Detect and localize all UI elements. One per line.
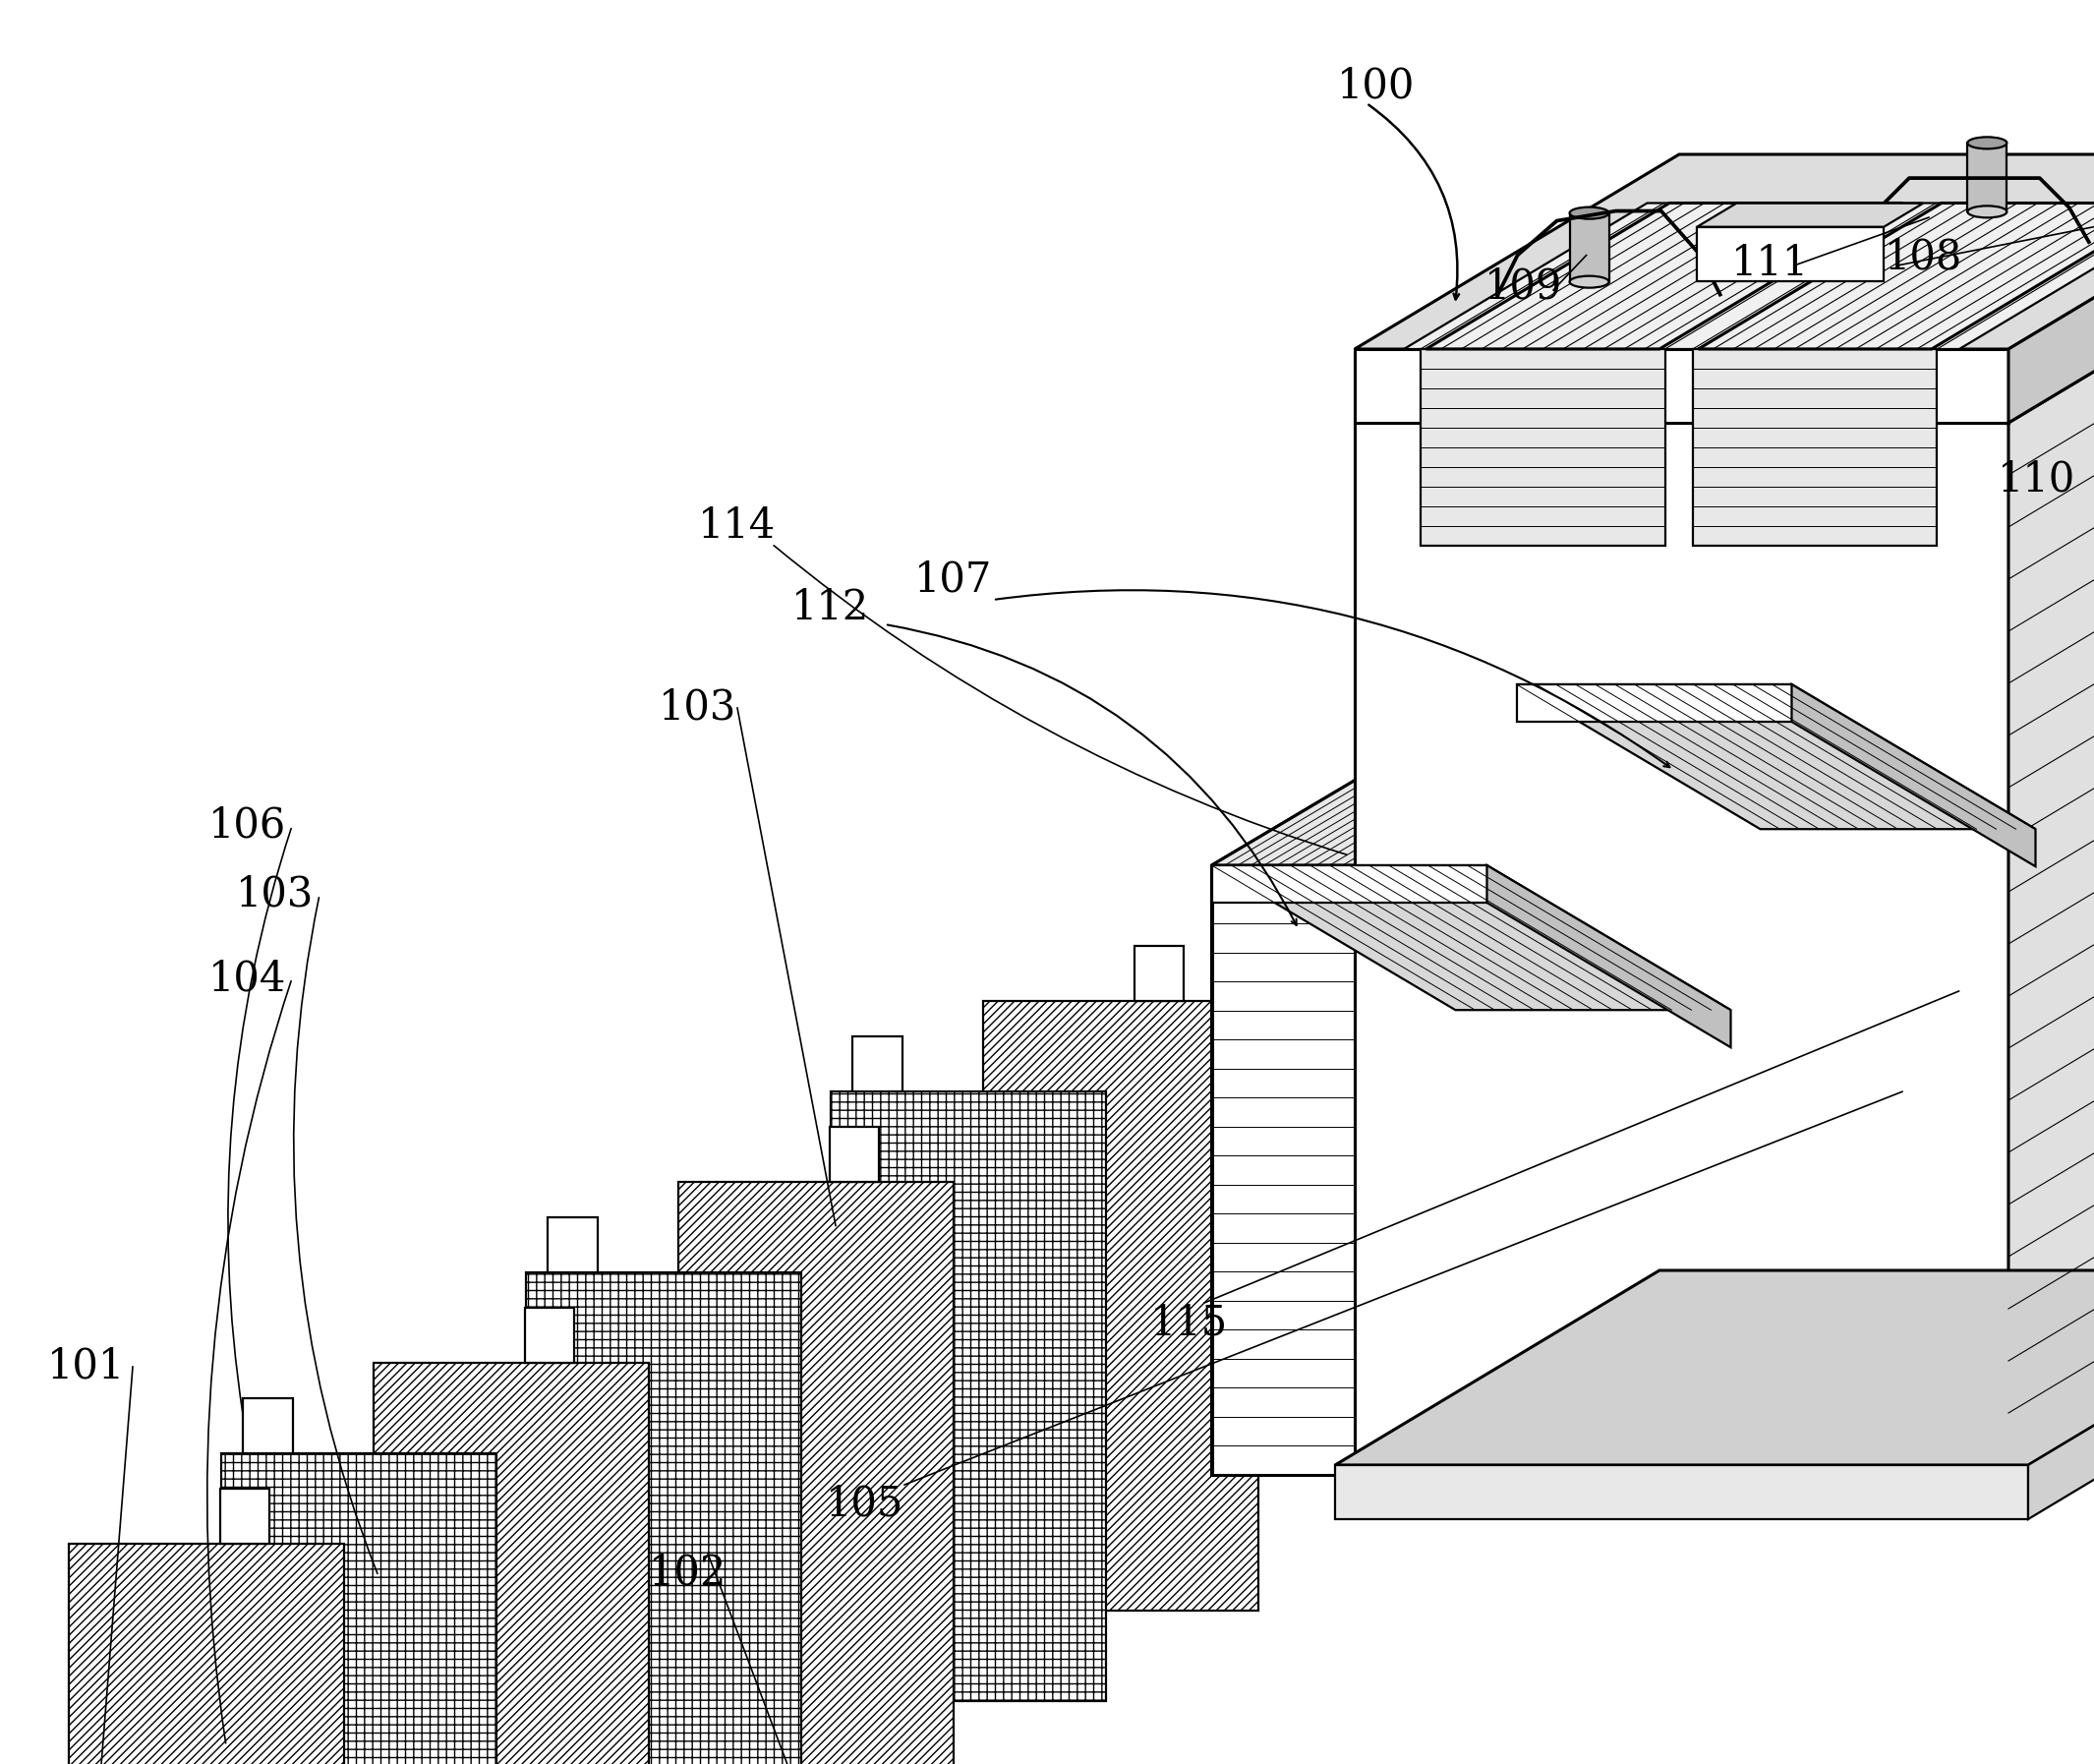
Polygon shape	[1516, 684, 1792, 721]
Polygon shape	[373, 1364, 649, 1764]
Polygon shape	[1696, 203, 1922, 228]
Text: 115: 115	[1150, 1302, 1229, 1342]
Polygon shape	[1355, 423, 2008, 1466]
Ellipse shape	[1501, 700, 1524, 709]
Polygon shape	[1805, 524, 1828, 612]
Polygon shape	[1792, 540, 2035, 1295]
Polygon shape	[1792, 684, 2035, 866]
Polygon shape	[2029, 1309, 2094, 1519]
Text: 107: 107	[915, 559, 993, 602]
Polygon shape	[982, 1000, 1258, 1611]
Polygon shape	[1355, 155, 2094, 349]
Ellipse shape	[1501, 789, 1524, 797]
Text: 109: 109	[1485, 266, 1562, 307]
Ellipse shape	[1390, 789, 1413, 797]
Text: 100: 100	[1338, 65, 1416, 108]
Polygon shape	[1336, 1270, 2094, 1466]
Ellipse shape	[1570, 275, 1608, 288]
Ellipse shape	[1696, 609, 1719, 616]
Text: 105: 105	[827, 1484, 905, 1526]
Text: 108: 108	[1885, 236, 1962, 279]
Polygon shape	[1403, 203, 2094, 349]
Polygon shape	[2008, 155, 2094, 423]
Text: 112: 112	[792, 587, 869, 628]
Polygon shape	[1516, 684, 1792, 1295]
Polygon shape	[1516, 684, 2035, 829]
Polygon shape	[1212, 720, 1732, 866]
Polygon shape	[1212, 866, 1487, 903]
Text: 110: 110	[1998, 459, 2075, 501]
Polygon shape	[243, 1399, 293, 1454]
Polygon shape	[1696, 228, 1885, 280]
Text: 106: 106	[209, 806, 287, 847]
Ellipse shape	[1805, 519, 1828, 527]
Polygon shape	[1805, 513, 2081, 1122]
Polygon shape	[1570, 213, 1608, 282]
Polygon shape	[526, 1272, 802, 1764]
Text: 114: 114	[699, 506, 777, 547]
Polygon shape	[1692, 349, 1937, 545]
Polygon shape	[1696, 524, 1719, 612]
Ellipse shape	[1570, 206, 1608, 219]
Polygon shape	[1212, 866, 1487, 1475]
Ellipse shape	[1390, 700, 1413, 709]
Polygon shape	[1420, 349, 1665, 545]
Polygon shape	[1135, 946, 1183, 1000]
Ellipse shape	[1696, 519, 1719, 527]
Polygon shape	[222, 1454, 496, 1764]
Text: 103: 103	[660, 688, 737, 729]
Polygon shape	[831, 1092, 1106, 1700]
Ellipse shape	[1968, 138, 2006, 148]
Polygon shape	[1516, 540, 1761, 1295]
Polygon shape	[69, 1544, 343, 1764]
Polygon shape	[1501, 704, 1524, 792]
Polygon shape	[220, 1489, 270, 1544]
Polygon shape	[526, 1307, 574, 1364]
Text: 101: 101	[48, 1346, 126, 1388]
Polygon shape	[1212, 866, 1732, 1011]
Polygon shape	[2008, 228, 2094, 1466]
Polygon shape	[1968, 143, 2006, 212]
Polygon shape	[549, 1217, 597, 1272]
Polygon shape	[1355, 349, 2008, 423]
Polygon shape	[1390, 704, 1413, 792]
Polygon shape	[852, 1037, 903, 1092]
Polygon shape	[678, 1182, 953, 1764]
Ellipse shape	[1805, 609, 1828, 616]
Ellipse shape	[1968, 206, 2006, 217]
Polygon shape	[1212, 720, 1455, 1475]
Polygon shape	[1487, 866, 1732, 1048]
Text: 103: 103	[237, 875, 314, 916]
Polygon shape	[1487, 720, 1732, 1475]
Text: 111: 111	[1730, 243, 1809, 284]
Polygon shape	[1516, 540, 2035, 684]
Polygon shape	[829, 1127, 879, 1182]
Text: 104: 104	[209, 958, 287, 998]
Polygon shape	[1336, 1466, 2029, 1519]
Text: 102: 102	[649, 1552, 727, 1595]
